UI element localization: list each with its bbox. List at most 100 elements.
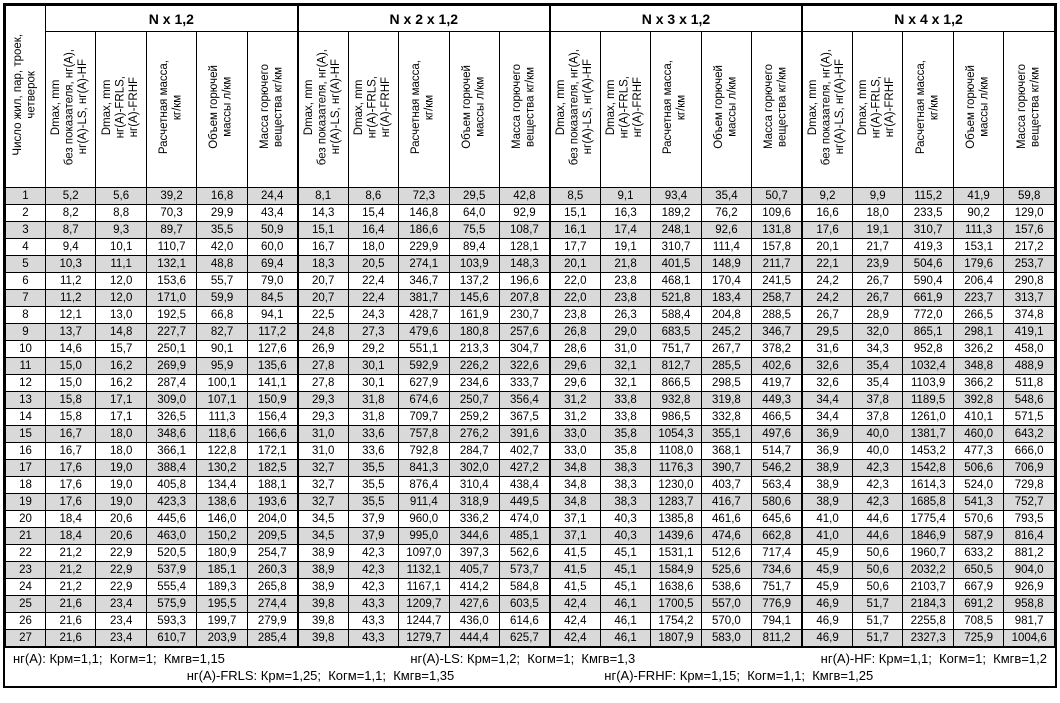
value-cell: 9,4	[44, 238, 97, 256]
value-cell: 348,8	[952, 357, 1005, 375]
value-cell: 110,7	[145, 238, 198, 256]
value-cell: 9,1	[599, 187, 652, 205]
value-cell: 1807,9	[650, 629, 702, 647]
row-number-cell: 26	[5, 612, 46, 630]
value-cell: 39,8	[296, 612, 349, 630]
value-cell: 5,2	[44, 187, 97, 205]
value-cell: 129,0	[1003, 204, 1055, 222]
value-cell: 42,3	[347, 561, 400, 579]
value-cell: 28,6	[548, 340, 601, 358]
table-row: 9 13,7 14,8 227,7 82,7 117,2 24,8 27,3 479,6 180,…	[5, 323, 1055, 341]
value-cell: 333,7	[498, 374, 551, 392]
value-cell: 34,8	[548, 493, 601, 511]
value-cell: 245,2	[700, 323, 753, 341]
value-cell: 29,6	[548, 374, 601, 392]
value-cell: 17,7	[548, 238, 601, 256]
value-cell: 18,0	[95, 442, 147, 460]
value-cell: 122,8	[196, 442, 248, 460]
value-cell: 319,8	[700, 391, 753, 409]
row-number-cell: 19	[5, 493, 46, 511]
value-cell: 111,3	[952, 221, 1005, 239]
value-cell: 35,4	[700, 187, 753, 205]
value-cell: 12,0	[95, 272, 147, 290]
value-cell: 610,7	[145, 629, 198, 647]
value-cell: 33,8	[599, 408, 652, 426]
value-cell: 683,5	[650, 323, 702, 341]
value-cell: 33,0	[548, 442, 601, 460]
value-cell: 46,1	[599, 629, 652, 647]
value-cell: 31,6	[801, 340, 854, 358]
value-cell: 725,9	[952, 629, 1005, 647]
column-header: Масса горючего вещества кг/км	[1003, 31, 1055, 188]
row-number-cell: 7	[5, 289, 46, 307]
value-cell: 226,2	[448, 357, 500, 375]
value-cell: 50,6	[851, 544, 904, 562]
value-cell: 64,0	[448, 204, 500, 222]
value-cell: 960,0	[398, 510, 450, 528]
row-number-cell: 6	[5, 272, 46, 290]
value-cell: 32,7	[296, 476, 349, 494]
value-cell: 29,2	[347, 340, 400, 358]
value-cell: 751,7	[751, 578, 803, 596]
value-cell: 170,4	[700, 272, 753, 290]
value-cell: 22,0	[548, 289, 601, 307]
group-title: N x 1,2	[44, 5, 299, 32]
table-row: 18 17,6 19,0 405,8 134,4 188,1 32,7 35,5 876,4 31…	[5, 476, 1055, 494]
value-cell: 590,4	[902, 272, 954, 290]
value-cell: 520,5	[145, 544, 198, 562]
row-number-cell: 16	[5, 442, 46, 460]
value-cell: 42,8	[498, 187, 551, 205]
value-cell: 20,5	[347, 255, 400, 273]
value-cell: 336,2	[448, 510, 500, 528]
value-cell: 203,9	[196, 629, 248, 647]
value-cell: 16,8	[196, 187, 248, 205]
value-cell: 1542,8	[902, 459, 954, 477]
value-cell: 19,0	[95, 459, 147, 477]
value-cell: 33,6	[347, 442, 400, 460]
value-cell: 511,8	[1003, 374, 1055, 392]
value-cell: 16,1	[548, 221, 601, 239]
table-row: 4 9,4 10,1 110,7 42,0 60,0 16,7 18,0 229,9 89,4 12…	[5, 238, 1055, 256]
value-cell: 55,7	[196, 272, 248, 290]
value-cell: 445,6	[145, 510, 198, 528]
value-cell: 31,0	[296, 442, 349, 460]
value-cell: 28,9	[851, 306, 904, 324]
value-cell: 188,1	[246, 476, 299, 494]
value-cell: 70,3	[145, 204, 198, 222]
value-cell: 14,8	[95, 323, 147, 341]
value-cell: 405,7	[448, 561, 500, 579]
value-cell: 460,0	[952, 425, 1005, 443]
value-cell: 227,7	[145, 323, 198, 341]
column-header: Расчетная масса, кг/км	[398, 31, 450, 188]
value-cell: 118,6	[196, 425, 248, 443]
value-cell: 66,8	[196, 306, 248, 324]
row-number-cell: 14	[5, 408, 46, 426]
value-cell: 2184,3	[902, 595, 954, 613]
value-cell: 381,7	[398, 289, 450, 307]
table-row: 17 17,6 19,0 388,4 130,2 182,5 32,7 35,5 841,3 30…	[5, 459, 1055, 477]
value-cell: 27,3	[347, 323, 400, 341]
coefficient-note: нг(А)-FRHF: Крм=1,15; Когм=1,1; Кмгв=1,2…	[604, 668, 874, 683]
value-cell: 5,6	[95, 187, 147, 205]
value-cell: 391,6	[498, 425, 551, 443]
coefficient-note: нг(А): Крм=1,1; Когм=1; Кмгв=1,15	[13, 651, 225, 666]
value-cell: 31,2	[548, 408, 601, 426]
value-cell: 436,0	[448, 612, 500, 630]
value-cell: 645,6	[751, 510, 803, 528]
value-cell: 309,0	[145, 391, 198, 409]
value-cell: 41,5	[548, 578, 601, 596]
value-cell: 135,6	[246, 357, 299, 375]
value-cell: 45,9	[801, 544, 854, 562]
value-cell: 35,8	[599, 425, 652, 443]
value-cell: 298,1	[952, 323, 1005, 341]
row-number-cell: 5	[5, 255, 46, 273]
value-cell: 9,3	[95, 221, 147, 239]
value-cell: 390,7	[700, 459, 753, 477]
value-cell: 44,6	[851, 510, 904, 528]
value-cell: 587,9	[952, 527, 1005, 545]
value-cell: 183,4	[700, 289, 753, 307]
value-cell: 402,6	[751, 357, 803, 375]
value-cell: 1209,7	[398, 595, 450, 613]
value-cell: 21,2	[44, 561, 97, 579]
value-cell: 812,7	[650, 357, 702, 375]
